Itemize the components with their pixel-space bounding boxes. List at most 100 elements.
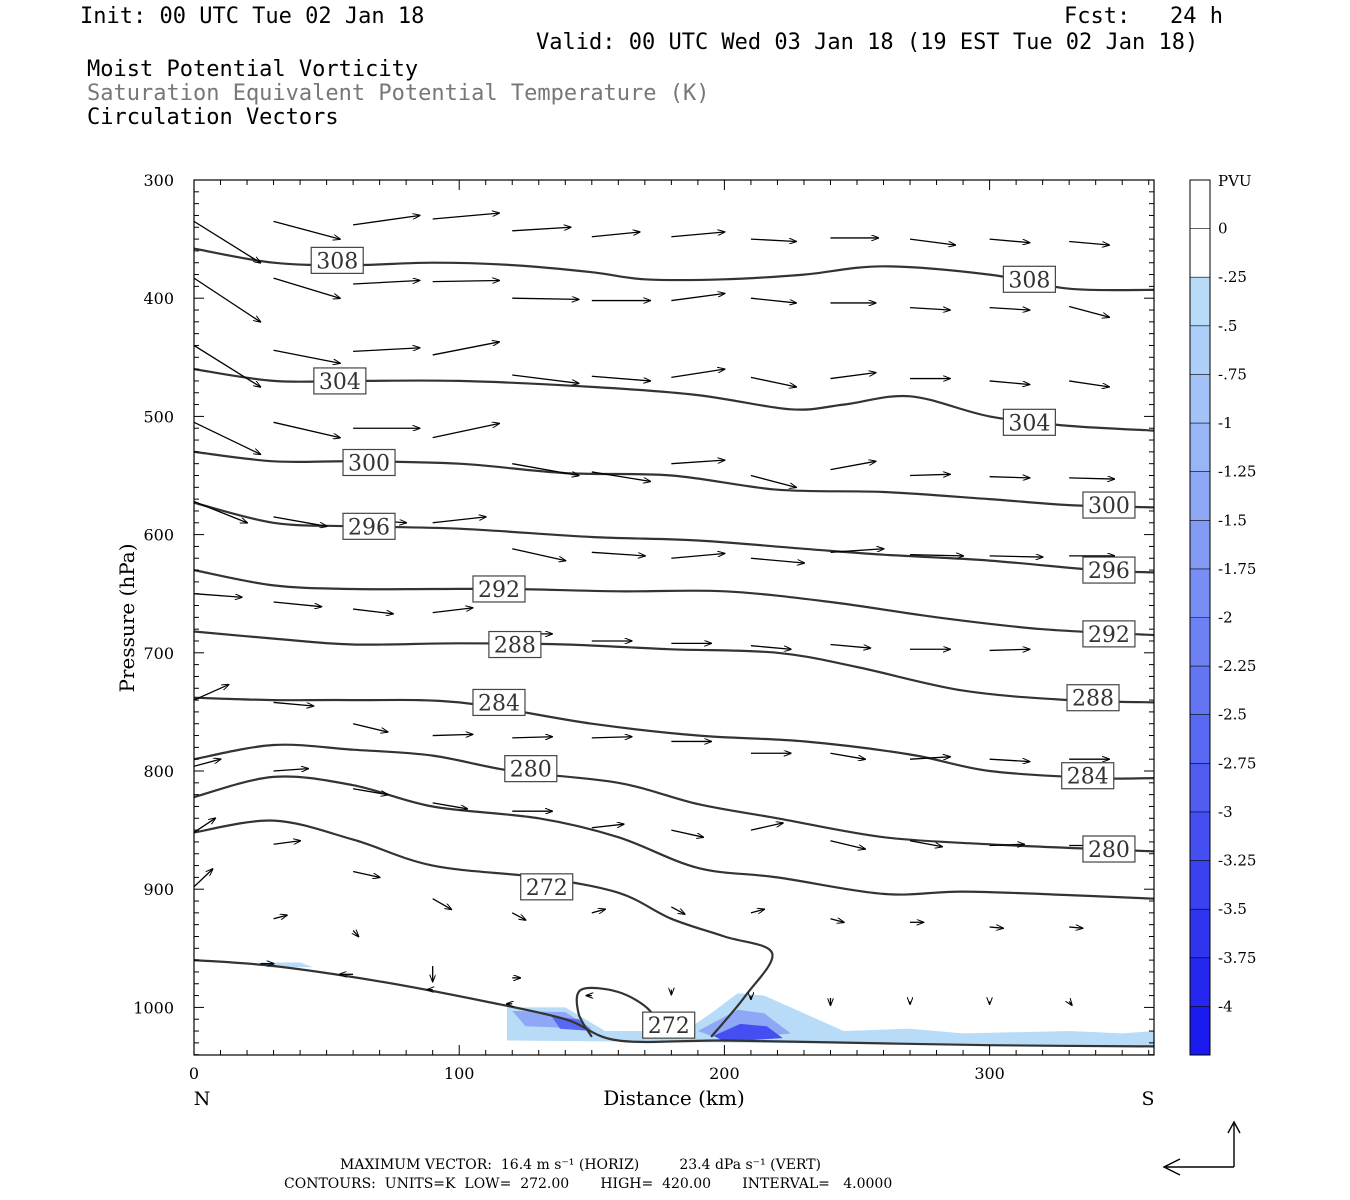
contour-label-300: 300 — [1082, 491, 1136, 519]
circulation-vector — [273, 915, 287, 919]
plot-frame — [193, 179, 1155, 1056]
circulation-vector — [432, 802, 467, 809]
pv-shading-4 — [713, 1023, 783, 1042]
svg-text:272: 272 — [648, 1014, 690, 1039]
circulation-vector — [194, 277, 260, 322]
circulation-vector — [512, 548, 565, 561]
colorbar-label: -2.5 — [1218, 706, 1247, 724]
contour-292 — [194, 569, 1154, 637]
circulation-vector — [353, 931, 358, 937]
x-tick-label: 300 — [974, 1064, 1005, 1083]
colorbar-label: -2 — [1218, 609, 1233, 627]
reference-vector-icon — [1162, 1120, 1241, 1176]
circulation-vector — [512, 374, 578, 383]
circulation-vector — [989, 308, 1030, 310]
colorbar-label: -1.5 — [1218, 511, 1247, 529]
field-title-mpv: Moist Potential Vorticity — [87, 57, 419, 82]
circulation-vector — [432, 280, 499, 281]
circulation-vector — [830, 919, 843, 923]
circulation-vector — [830, 373, 875, 380]
y-tick-label: 300 — [143, 171, 174, 190]
y-tick-label: 400 — [143, 289, 174, 308]
contour-label-284: 284 — [472, 688, 526, 716]
circulation-vector — [353, 608, 393, 614]
x-tick-label: 100 — [444, 1064, 475, 1083]
circulation-vector — [273, 701, 314, 706]
circulation-vector — [432, 608, 473, 614]
y-tick-label: 800 — [143, 762, 174, 781]
circulation-vector — [194, 344, 260, 386]
circulation-vector — [750, 239, 796, 241]
circulation-vector — [989, 759, 1030, 761]
circulation-vector — [352, 723, 387, 732]
circulation-vector — [671, 460, 724, 465]
circulation-vector — [194, 685, 228, 701]
circulation-vector — [353, 280, 419, 285]
circulation-vector — [671, 369, 724, 379]
circulation-vector — [512, 298, 578, 299]
contour-280 — [194, 743, 1154, 853]
colorbar-label: -3.75 — [1218, 949, 1256, 967]
colorbar-swatch — [1190, 860, 1210, 910]
circulation-vector — [273, 220, 340, 239]
svg-text:272: 272 — [526, 876, 568, 901]
colorbar-swatch — [1190, 325, 1210, 375]
colorbar-label: -2.25 — [1218, 657, 1256, 675]
x-axis-label: Distance (km) — [603, 1086, 745, 1110]
circulation-vector — [830, 840, 864, 849]
svg-text:284: 284 — [1067, 765, 1109, 790]
circulation-vector — [432, 213, 499, 220]
circulation-vector — [273, 841, 301, 845]
circulation-vector — [273, 277, 340, 298]
circulation-vector — [910, 474, 950, 475]
svg-text:280: 280 — [510, 758, 552, 783]
contour-info-note: CONTOURS: UNITS=K LOW= 272.00 HIGH= 420.… — [284, 1176, 893, 1192]
circulation-vector — [989, 844, 1024, 845]
circulation-vector — [1069, 1001, 1072, 1005]
valid-time: Valid: 00 UTC Wed 03 Jan 18 (19 EST Tue … — [536, 30, 1199, 55]
circulation-vector — [989, 649, 1030, 650]
colorbar-label: -2.75 — [1218, 754, 1256, 772]
circulation-vector — [273, 421, 340, 437]
colorbar-label: -.75 — [1218, 365, 1247, 383]
circulation-vector — [750, 474, 796, 488]
contour-276 — [194, 775, 1154, 900]
circulation-vector — [512, 737, 552, 738]
svg-text:300: 300 — [348, 451, 390, 476]
circulation-vector — [273, 349, 340, 363]
contour-label-304: 304 — [1002, 408, 1056, 436]
circulation-vector — [194, 220, 260, 262]
circulation-vector — [591, 737, 632, 738]
circulation-vector — [989, 927, 1003, 928]
y-tick-label: 600 — [143, 526, 174, 545]
circulation-vector — [591, 232, 640, 238]
svg-text:308: 308 — [1008, 268, 1050, 293]
contour-label-296: 296 — [342, 512, 396, 540]
contour-288 — [194, 630, 1154, 704]
x-end-label-s: S — [1141, 1088, 1154, 1110]
colorbar-label: -.25 — [1218, 268, 1247, 286]
svg-text:300: 300 — [1088, 494, 1130, 519]
forecast-hour: Fcst: 24 h — [1064, 4, 1223, 29]
colorbar-swatch — [1190, 471, 1210, 521]
contour-296 — [194, 501, 1154, 574]
circulation-vector — [194, 759, 221, 767]
circulation-vector — [989, 556, 1043, 557]
svg-text:304: 304 — [1008, 411, 1050, 436]
circulation-vector — [671, 829, 703, 837]
circulation-vector — [830, 752, 864, 759]
colorbar-swatch — [1190, 277, 1210, 326]
contour-label-272: 272 — [642, 1011, 696, 1039]
field-title-thetae: Saturation Equivalent Potential Temperat… — [87, 81, 710, 106]
circulation-vector — [910, 757, 950, 759]
colorbar-swatch — [1190, 568, 1210, 618]
svg-text:288: 288 — [1072, 687, 1114, 712]
circulation-vector — [432, 734, 473, 735]
circulation-vector — [432, 517, 486, 524]
y-axis-label: Pressure (hPa) — [115, 544, 139, 693]
circulation-vector — [909, 840, 942, 847]
y-tick-label: 700 — [143, 644, 174, 663]
circulation-vector — [432, 898, 452, 910]
colorbar-swatch — [1190, 957, 1210, 1007]
circulation-vector — [273, 516, 327, 526]
